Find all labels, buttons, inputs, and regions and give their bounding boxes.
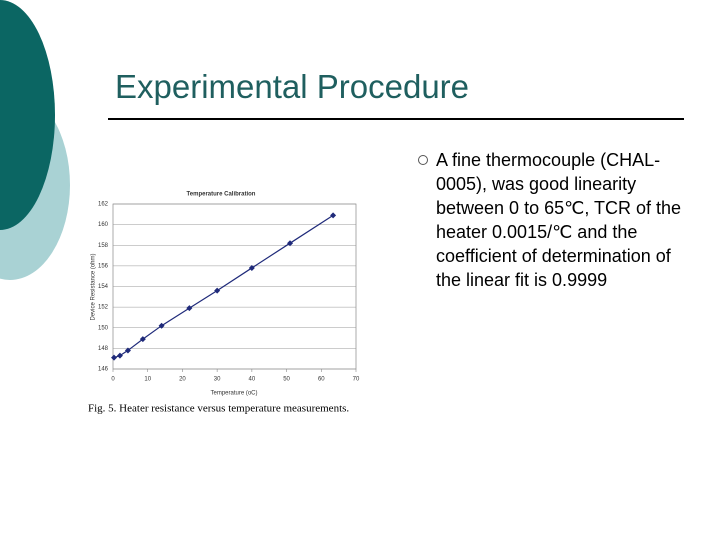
data-point [116, 352, 123, 359]
chart-title: Temperature Calibration [187, 192, 256, 198]
y-tick-label: 160 [98, 222, 109, 228]
y-tick-label: 154 [98, 284, 109, 290]
x-tick-label: 40 [249, 377, 256, 383]
x-tick-label: 0 [111, 377, 115, 383]
data-point [186, 305, 193, 312]
data-point [287, 240, 294, 247]
bullet: A fine thermocouple (CHAL-0005), was goo… [418, 148, 696, 292]
y-tick-label: 162 [98, 202, 109, 208]
y-tick-label: 148 [98, 346, 109, 352]
x-tick-label: 50 [283, 377, 290, 383]
data-point [139, 336, 146, 343]
title-rule [108, 118, 684, 120]
x-axis-label: Temperature (oC) [210, 391, 257, 397]
data-point [111, 354, 118, 361]
data-point [124, 347, 131, 354]
y-tick-label: 152 [98, 305, 109, 311]
slide-title: Experimental Procedure [115, 68, 470, 105]
data-point [214, 287, 221, 294]
x-tick-label: 20 [179, 377, 186, 383]
y-tick-label: 146 [98, 367, 109, 373]
data-point [330, 212, 337, 219]
y-tick-label: 158 [98, 243, 109, 249]
data-line [113, 214, 334, 359]
x-tick-label: 30 [214, 377, 221, 383]
y-axis-label: Device Resistance (ohm) [91, 253, 97, 320]
figure-caption: Fig. 5. Heater resistance versus tempera… [88, 403, 349, 415]
data-point [248, 264, 255, 271]
x-tick-label: 60 [318, 377, 325, 383]
y-tick-label: 156 [98, 263, 109, 269]
data-point [158, 322, 165, 329]
x-tick-label: 70 [353, 377, 360, 383]
y-tick-label: 150 [98, 325, 109, 331]
x-tick-label: 10 [144, 377, 151, 383]
bullet-text: A fine thermocouple (CHAL-0005), was goo… [436, 150, 682, 290]
